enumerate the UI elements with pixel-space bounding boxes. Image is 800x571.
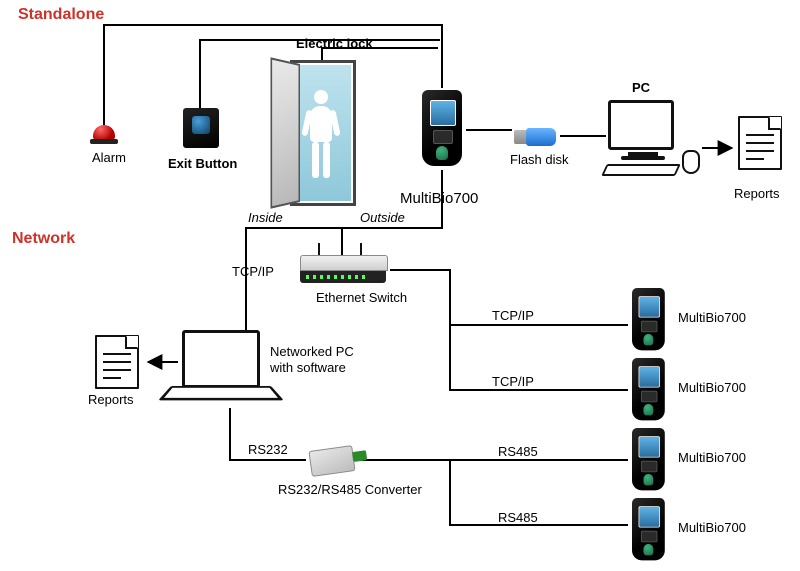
ethernet-switch-icon: [300, 255, 386, 281]
reports-top-icon: [738, 116, 782, 170]
exit-button-icon: [183, 108, 219, 148]
flash-disk-icon: [514, 128, 558, 146]
mouse-icon: [682, 150, 700, 174]
networked-pc-label-1: Networked PC: [270, 344, 354, 359]
multibio-4-icon: [632, 498, 665, 560]
converter-label: RS232/RS485 Converter: [278, 482, 422, 497]
multibio-1-label: MultiBio700: [678, 310, 746, 325]
tcpip-2-label: TCP/IP: [492, 374, 534, 389]
reports-left-label: Reports: [88, 392, 134, 407]
heading-standalone: Standalone: [18, 6, 104, 24]
alarm-icon: [90, 125, 118, 141]
door-icon: [260, 60, 360, 210]
multibio-2-icon: [632, 358, 665, 420]
pc-label: PC: [632, 80, 650, 95]
reports-left-icon: [95, 335, 139, 389]
rs485-1-label: RS485: [498, 444, 538, 459]
rs485-2-label: RS485: [498, 510, 538, 525]
reports-top-label: Reports: [734, 186, 780, 201]
outside-label: Outside: [360, 210, 405, 225]
multibio-4-label: MultiBio700: [678, 520, 746, 535]
multibio-3-icon: [632, 428, 665, 490]
heading-network: Network: [12, 230, 75, 248]
multibio-main-icon: [422, 90, 462, 166]
networked-pc-label-2: with software: [270, 360, 346, 375]
electric-lock-label: Electric lock: [296, 36, 373, 51]
inside-label: Inside: [248, 210, 283, 225]
multibio-1-icon: [632, 288, 665, 350]
flash-disk-label: Flash disk: [510, 152, 569, 167]
tcpip-left-label: TCP/IP: [232, 264, 274, 279]
alarm-label: Alarm: [92, 150, 126, 165]
pc-icon: [608, 100, 678, 176]
rs232-label: RS232: [248, 442, 288, 457]
exit-button-label: Exit Button: [168, 156, 237, 171]
multibio-3-label: MultiBio700: [678, 450, 746, 465]
laptop-icon: [182, 330, 271, 406]
multibio-2-label: MultiBio700: [678, 380, 746, 395]
tcpip-1-label: TCP/IP: [492, 308, 534, 323]
ethernet-switch-label: Ethernet Switch: [316, 290, 407, 305]
multibio-main-label: MultiBio700: [400, 190, 478, 207]
